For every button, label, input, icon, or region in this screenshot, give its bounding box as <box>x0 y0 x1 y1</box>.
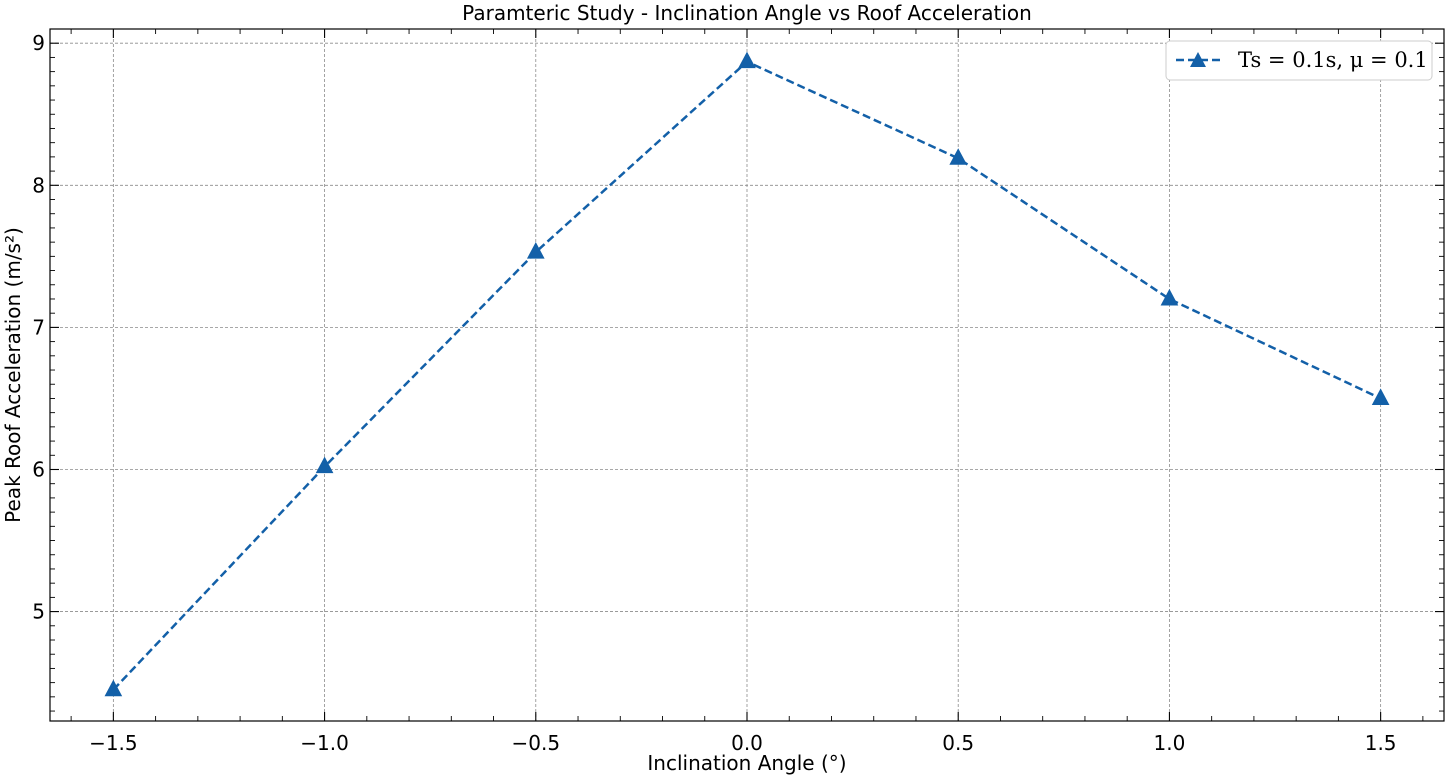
y-axis-title: Peak Roof Acceleration (m/s²) <box>1 227 25 523</box>
tick-labels: −1.5 −1.0 −0.5 0.0 0.5 1.0 1.5 5 6 7 8 9 <box>32 31 1396 755</box>
data-point-marker <box>1371 388 1390 405</box>
x-tick-label: −1.0 <box>300 731 349 755</box>
y-tick-label: 6 <box>32 457 45 481</box>
data-point-marker <box>738 51 756 69</box>
data-point-marker <box>1160 288 1179 306</box>
x-tick-label: −1.5 <box>89 731 138 755</box>
y-tick-label: 8 <box>32 173 45 197</box>
series-layer <box>104 51 1390 697</box>
y-tick-label: 5 <box>32 600 45 624</box>
tick-marks <box>50 28 1444 721</box>
legend-triangle-marker <box>1190 52 1206 67</box>
legend: Ts = 0.1s, μ = 0.1 <box>1165 40 1433 81</box>
data-point-marker <box>315 456 334 474</box>
y-tick-label: 9 <box>32 31 45 55</box>
x-tick-label: 0.0 <box>731 731 763 755</box>
data-point-marker <box>104 679 123 697</box>
grid-lines <box>50 29 1444 721</box>
x-tick-label: 1.0 <box>1154 731 1186 755</box>
legend-box <box>1165 40 1433 81</box>
x-tick-label: 0.5 <box>942 731 974 755</box>
x-tick-label: 1.5 <box>1365 731 1397 755</box>
data-point-marker <box>949 148 968 165</box>
legend-label: Ts = 0.1s, μ = 0.1 <box>1238 48 1428 72</box>
data-point-marker <box>526 242 545 259</box>
x-axis-title: Inclination Angle (°) <box>647 751 846 775</box>
x-tick-label: −0.5 <box>511 731 560 755</box>
chart-title: Paramteric Study - Inclination Angle vs … <box>462 1 1032 25</box>
y-tick-label: 7 <box>32 315 45 339</box>
